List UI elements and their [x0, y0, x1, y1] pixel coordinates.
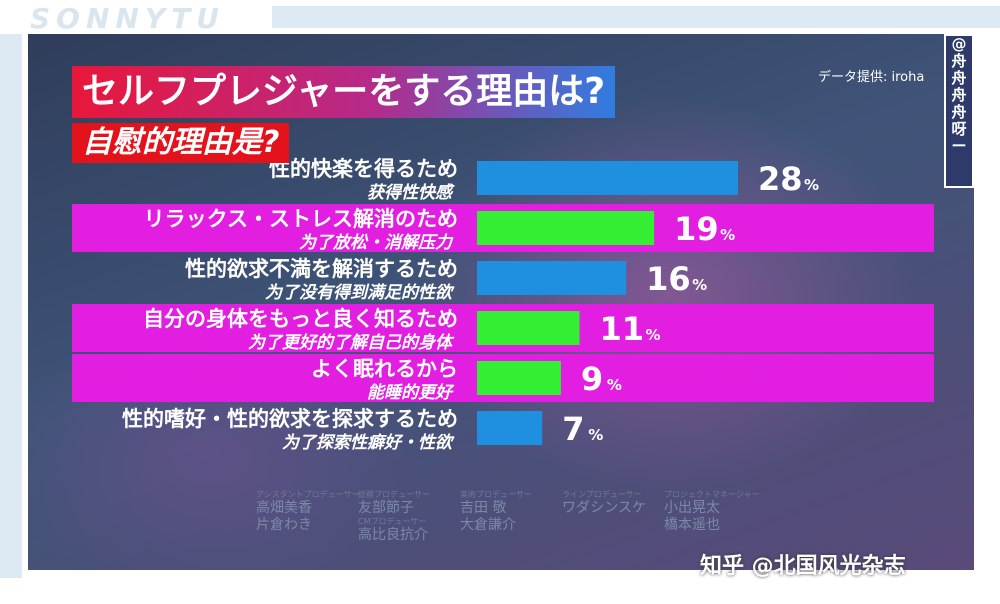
credit-role: 総務プロデューサー — [358, 490, 430, 499]
top-band — [272, 6, 1000, 28]
credit-name: 友部節子 — [358, 500, 414, 516]
chart-title-jp: セルフプレジャーをする理由は? — [72, 66, 616, 118]
credit-name: 橋本遥也 — [664, 517, 720, 533]
value-unit: % — [804, 176, 819, 194]
category-label-cn: 能睡的更好 — [367, 383, 455, 403]
category-label-jp: 性的快楽を得るため — [269, 157, 458, 181]
credit-role: プロジェクトマネージャー — [664, 490, 760, 499]
value-label: 9 — [581, 360, 603, 398]
side-tag: @ 舟 舟 舟 舟 呀 ー — [944, 34, 974, 188]
value-label: 28 — [758, 160, 803, 198]
credit-name: 小出晃太 — [664, 500, 720, 516]
value-label: 11 — [600, 310, 645, 348]
category-label-jp: よく眠れるから — [311, 357, 458, 381]
category-label-cn: 为了没有得到满足的性欲 — [265, 283, 455, 303]
side-tag-char: 舟 — [951, 52, 967, 70]
value-unit: % — [588, 426, 603, 444]
bar — [477, 411, 543, 445]
side-tag-char: 呀 — [951, 120, 967, 138]
credit-name: 片倉わき — [256, 517, 312, 533]
credit-name: 大倉謙介 — [460, 517, 516, 533]
side-tag-char: 舟 — [951, 86, 967, 104]
chart-title-cn: 自慰的理由是? — [72, 123, 290, 163]
category-label-jp: リラックス・ストレス解消のため — [144, 207, 458, 231]
side-tag-char: 舟 — [951, 103, 967, 121]
category-label-cn: 为了探索性癖好・性欲 — [282, 433, 455, 453]
bar — [477, 211, 655, 245]
data-source-label: データ提供: iroha — [818, 70, 925, 85]
credit-name: ワダシンスケ — [562, 500, 646, 516]
watermark: 知乎 @北国风光杂志 — [700, 554, 906, 579]
credit-role: CMプロデューサー — [358, 517, 427, 526]
category-label-cn: 为了放松・消解压力 — [299, 233, 454, 253]
value-label: 16 — [646, 260, 691, 298]
credit-role: ラインプロデューサー — [562, 490, 642, 499]
bar — [477, 311, 580, 345]
category-label-cn: 为了更好的了解自己的身体 — [248, 333, 455, 353]
value-unit: % — [646, 326, 661, 344]
category-label-jp: 性的欲求不満を解消するため — [185, 257, 458, 281]
value-unit: % — [692, 276, 707, 294]
credit-block: プロジェクトマネージャー 小出晃太 橋本遥也 — [664, 490, 759, 534]
credit-role: アシスタントプロデューサー — [256, 490, 360, 499]
left-strip — [0, 34, 22, 604]
value-label: 7 — [562, 410, 584, 448]
category-label-jp: 自分の身体をもっと良く知るため — [143, 307, 458, 331]
category-label-cn: 获得性快感 — [367, 183, 455, 203]
credit-block: 美術プロデューサー 吉田 敬 大倉謙介 — [460, 490, 532, 534]
value-unit: % — [607, 376, 622, 394]
side-tag-char: @ — [951, 35, 967, 53]
credit-block: 総務プロデューサー 友部節子 CMプロデューサー 高比良抗介 — [358, 490, 430, 544]
credit-block: ラインプロデューサー ワダシンスケ — [562, 490, 646, 517]
side-tag-char: 舟 — [951, 69, 967, 87]
bar — [477, 161, 738, 195]
category-label-jp: 性的嗜好・性的欲求を探求するため — [122, 407, 458, 431]
value-label: 19 — [674, 210, 719, 248]
brand-logo: SONNYTU — [30, 2, 225, 35]
bar — [477, 261, 627, 295]
bar — [477, 361, 561, 395]
credit-name: 高畑美香 — [256, 500, 312, 516]
credit-name: 高比良抗介 — [358, 527, 428, 543]
credit-block: アシスタントプロデューサー 高畑美香 片倉わき — [256, 490, 360, 534]
credit-role: 美術プロデューサー — [460, 490, 532, 499]
side-tag-char: ー — [951, 137, 967, 155]
credit-name: 吉田 敬 — [460, 500, 507, 516]
value-unit: % — [720, 226, 735, 244]
bottom-frame — [0, 578, 1000, 604]
